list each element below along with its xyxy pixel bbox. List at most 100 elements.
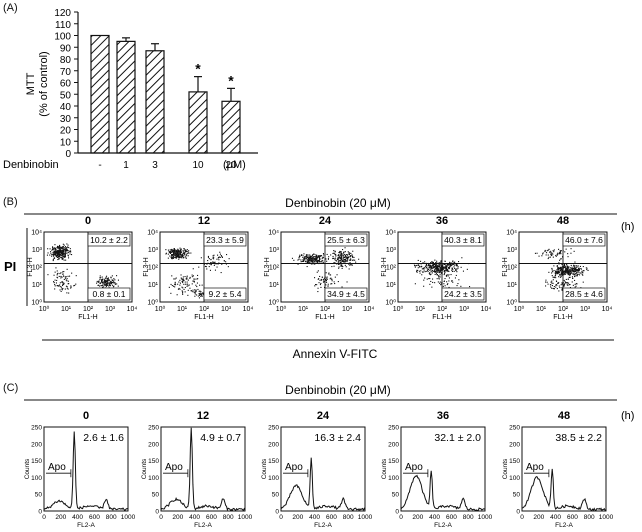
scatter-dot <box>585 267 587 269</box>
scatter-dot <box>179 282 181 284</box>
scatter-dot <box>169 252 171 254</box>
x-tick-label: 400 <box>550 514 561 521</box>
scatter-dot <box>101 280 103 282</box>
scatter-dot <box>110 282 112 284</box>
scatter-dot <box>59 255 61 257</box>
scatter-dot <box>555 286 557 288</box>
scatter-dot <box>105 283 107 285</box>
scatter-dot <box>439 268 441 270</box>
scatter-dot <box>61 255 63 257</box>
scatter-dot <box>197 288 199 290</box>
scatter-dot <box>114 282 116 284</box>
lower-right-value: 34.9 ± 4.5 <box>327 289 365 299</box>
scatter-dot <box>54 279 56 281</box>
scatter-dot <box>428 278 430 280</box>
scatter-dot <box>563 272 565 274</box>
scatter-dot <box>107 277 109 279</box>
scatter-dot <box>566 284 568 286</box>
scatter-dot <box>563 285 565 287</box>
x-tick-label: 10⁴ <box>602 306 613 313</box>
scatter-dot <box>52 246 54 248</box>
scatter-dot <box>431 286 433 288</box>
scatter-dot <box>60 251 62 253</box>
scatter-dot <box>312 261 314 263</box>
scatter-dot <box>551 272 553 274</box>
scatter-dot <box>435 270 437 272</box>
scatter-dot <box>62 257 64 259</box>
scatter-dot <box>186 278 188 280</box>
scatter-dot <box>351 259 353 261</box>
scatter-dot <box>326 253 328 255</box>
scatter-dot <box>551 287 553 289</box>
scatter-dot <box>110 276 112 278</box>
scatter-dot <box>341 267 343 269</box>
scatter-dot <box>182 255 184 257</box>
scatter-dot <box>175 251 177 253</box>
scatter-dot <box>182 279 184 281</box>
scatter-dot <box>549 251 551 253</box>
scatter-dot <box>558 282 560 284</box>
scatter-dot <box>178 256 180 258</box>
scatter-dot <box>47 274 49 276</box>
scatter-dot <box>355 261 357 263</box>
scatter-dot <box>212 255 214 257</box>
scatter-dot <box>443 270 445 272</box>
scatter-dot <box>301 254 303 256</box>
scatter-dot <box>340 255 342 257</box>
scatter-dot <box>182 251 184 253</box>
x-axis-label: FL1-H <box>553 314 572 321</box>
scatter-dot <box>219 256 221 258</box>
scatter-dot <box>54 254 56 256</box>
panel-label-b: (B) <box>3 196 18 208</box>
scatter-dot <box>445 264 447 266</box>
scatter-dot <box>572 271 574 273</box>
scatter-dot <box>318 282 320 284</box>
y-axis-label: Counts <box>24 458 31 479</box>
scatter-dot <box>423 285 425 287</box>
y-tick-label: 100 <box>509 475 520 482</box>
scatter-dot <box>552 250 554 252</box>
scatter-dot <box>581 271 583 273</box>
scatter-dot <box>565 282 567 284</box>
scatter-dot <box>313 259 315 261</box>
scatter-dot <box>337 260 339 262</box>
x-tick-label: 0 <box>42 514 46 521</box>
scatter-dot <box>563 265 565 267</box>
scatter-dot <box>581 273 583 275</box>
scatter-dot <box>67 246 69 248</box>
scatter-dot <box>57 252 59 254</box>
scatter-dot <box>173 250 175 252</box>
x-tick-label: 200 <box>172 514 183 521</box>
scatter-dot <box>418 266 420 268</box>
scatter-dot <box>56 256 58 258</box>
scatter-dot <box>99 275 101 277</box>
scatter-dot <box>172 257 174 259</box>
scatter-dot <box>553 249 555 251</box>
scatter-dot <box>67 255 69 257</box>
y-tick-label: 50 <box>513 492 521 499</box>
unit-c: (h) <box>621 410 634 422</box>
scatter-dot <box>424 271 426 273</box>
y-tick-label: 50 <box>272 492 280 499</box>
scatter-dot <box>569 274 571 276</box>
scatter-dot <box>54 257 56 259</box>
scatter-dot <box>431 270 433 272</box>
scatter-dot <box>420 270 422 272</box>
scatter-dot <box>214 261 216 263</box>
scatter-dot <box>198 297 200 299</box>
scatter-dot <box>59 284 61 286</box>
scatter-dot <box>213 256 215 258</box>
scatter-dot <box>570 271 572 273</box>
y-tick-label: 110 <box>55 20 71 31</box>
histogram-line <box>521 468 607 512</box>
scatter-dot <box>557 271 559 273</box>
scatter-dot <box>178 258 180 260</box>
scatter-dot <box>561 268 563 270</box>
apo-value: 32.1 ± 2.0 <box>434 432 481 444</box>
y-axis-label: FL3-H <box>381 257 388 276</box>
scatter-dot <box>208 258 210 260</box>
scatter-dot <box>556 288 558 290</box>
scatter-dot <box>348 253 350 255</box>
